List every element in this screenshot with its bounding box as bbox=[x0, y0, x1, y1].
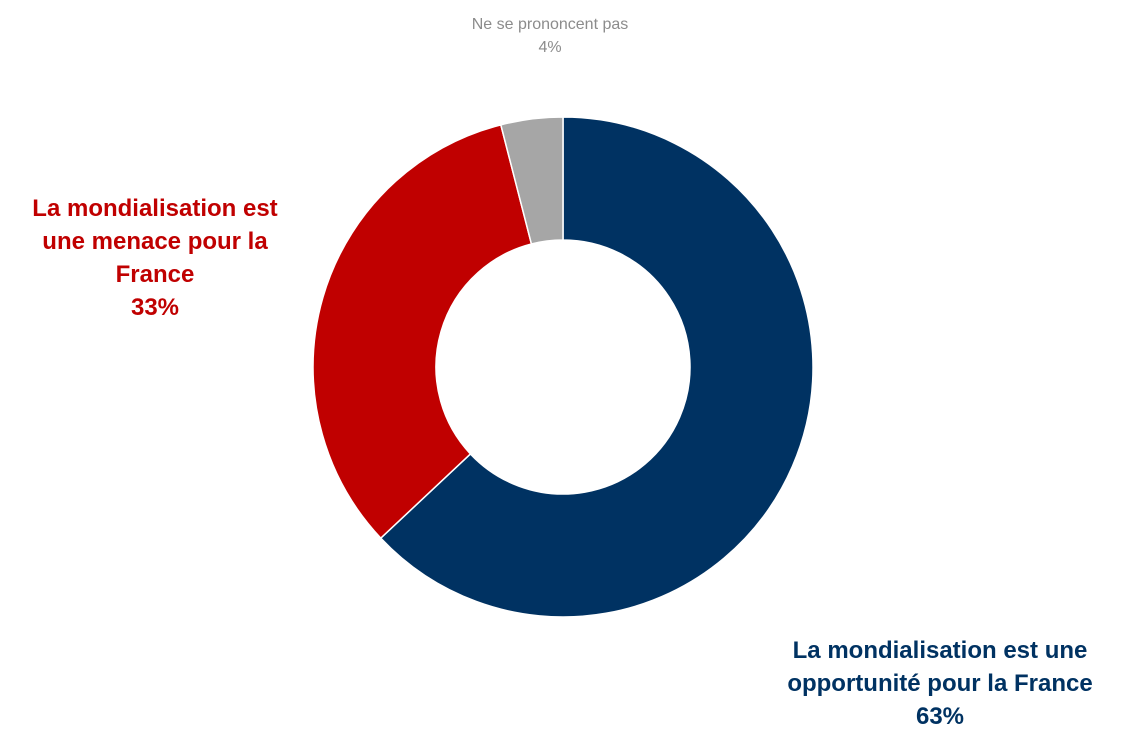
slice-threat bbox=[312, 123, 533, 540]
slice-value-threat: 33% bbox=[130, 294, 180, 322]
slice-value-opportunity: 63% bbox=[915, 703, 965, 731]
slice-label-opportunity: La mondialisation est une opportunité po… bbox=[755, 634, 1122, 733]
slice-label-threat-line-2: une menace pour la bbox=[42, 228, 268, 256]
donut-chart bbox=[312, 116, 814, 618]
slice-label-opportunity-line-1: La mondialisation est une bbox=[792, 637, 1088, 664]
slice-label-undecided: Ne se prononcent pas 4% bbox=[400, 14, 700, 59]
slice-undecided bbox=[499, 116, 564, 245]
slice-label-threat-line-1: La mondialisation est bbox=[32, 195, 278, 222]
slice-label-threat-line-3: France bbox=[115, 261, 195, 289]
slice-label-undecided-line: Ne se prononcent pas bbox=[471, 16, 629, 33]
slice-label-opportunity-line-2: opportunité pour la France bbox=[787, 670, 1093, 698]
slice-label-threat: La mondialisation est une menace pour la… bbox=[0, 192, 310, 324]
slice-value-undecided: 4% bbox=[538, 38, 562, 56]
slice-opportunity bbox=[379, 116, 814, 618]
